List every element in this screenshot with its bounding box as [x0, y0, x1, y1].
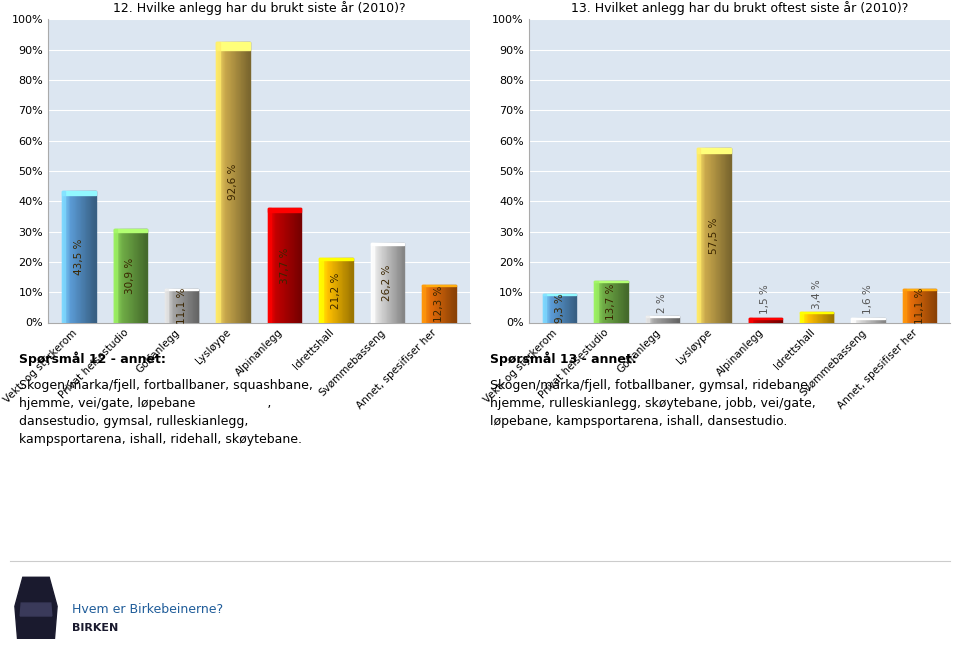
Text: Skogen/marka/fjell, fortballbaner, squashbane,
hjemme, vei/gate, løpebane       : Skogen/marka/fjell, fortballbaner, squas… [19, 379, 313, 446]
Bar [749, 318, 782, 319]
Bar [646, 317, 649, 322]
Bar [268, 208, 271, 322]
Bar [216, 42, 220, 322]
Bar [371, 243, 374, 322]
Text: 13,7 %: 13,7 % [606, 284, 616, 320]
Bar [902, 289, 936, 290]
Bar [371, 243, 404, 246]
Bar [216, 42, 250, 50]
Text: 92,6 %: 92,6 % [228, 164, 238, 201]
Bar [62, 191, 96, 195]
Title: 13. Hvilket anlegg har du brukt oftest siste år (2010)?: 13. Hvilket anlegg har du brukt oftest s… [571, 1, 908, 15]
Text: Hvem er Birkebeinerne?: Hvem er Birkebeinerne? [72, 603, 223, 616]
Title: 12. Hvilke anlegg har du brukt siste år (2010)?: 12. Hvilke anlegg har du brukt siste år … [112, 1, 405, 15]
Polygon shape [15, 577, 58, 639]
Bar [800, 312, 804, 322]
Text: 30,9 %: 30,9 % [125, 257, 135, 293]
Text: 3,4 %: 3,4 % [812, 279, 822, 308]
Bar [268, 208, 301, 212]
Text: 12,3 %: 12,3 % [434, 286, 444, 322]
Bar [62, 191, 65, 322]
Bar [697, 148, 731, 154]
Bar [800, 312, 833, 313]
Bar [113, 229, 147, 232]
Text: 26,2 %: 26,2 % [382, 264, 393, 301]
Text: 11,1 %: 11,1 % [177, 288, 186, 324]
Bar [697, 148, 701, 322]
Text: 11,1 %: 11,1 % [915, 288, 924, 324]
Text: Skogen/marka/fjell, fotballbaner, gymsal, ridebane,
hjemme, rulleskianlegg, skøy: Skogen/marka/fjell, fotballbaner, gymsal… [490, 379, 815, 428]
Bar [852, 317, 885, 319]
Bar [422, 285, 425, 322]
Polygon shape [20, 603, 52, 616]
Text: 2 %: 2 % [658, 293, 667, 313]
Bar [320, 258, 323, 322]
Text: 21,2 %: 21,2 % [331, 272, 341, 308]
Text: 37,7 %: 37,7 % [279, 247, 290, 284]
Bar [902, 289, 906, 322]
Text: 57,5 %: 57,5 % [708, 217, 719, 253]
Bar [165, 289, 168, 322]
Bar [320, 258, 352, 260]
Bar [594, 281, 598, 322]
Bar [113, 229, 117, 322]
Text: Spørsmål 13 - annet:: Spørsmål 13 - annet: [490, 352, 636, 366]
Bar [594, 281, 628, 283]
Text: BIRKEN: BIRKEN [72, 623, 118, 633]
Bar [542, 294, 576, 295]
Text: 1,5 %: 1,5 % [760, 284, 770, 314]
Bar [542, 294, 546, 322]
Text: 1,6 %: 1,6 % [863, 284, 874, 314]
Bar [422, 285, 456, 286]
Bar [749, 318, 752, 322]
Text: Spørsmål 12 - annet:: Spørsmål 12 - annet: [19, 352, 166, 366]
Bar [165, 289, 199, 290]
Text: 43,5 %: 43,5 % [74, 239, 84, 275]
Text: 9,3 %: 9,3 % [555, 293, 564, 323]
Bar [852, 317, 854, 322]
